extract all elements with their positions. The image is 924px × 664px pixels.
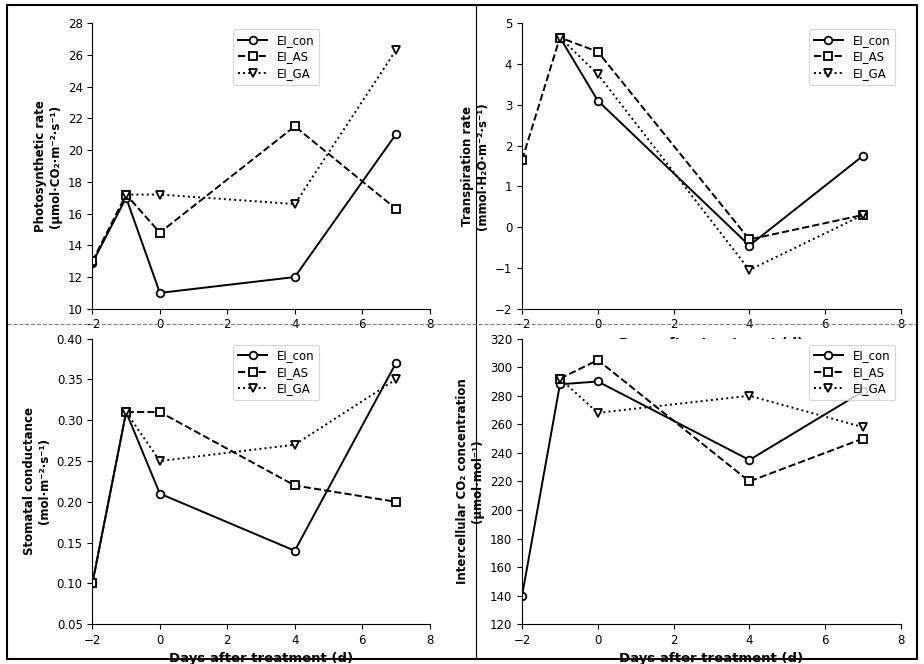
EI_AS [289, 122, 300, 130]
EI_con [289, 546, 300, 554]
EI_con [592, 97, 603, 105]
X-axis label: Days after treatment (d): Days after treatment (d) [619, 337, 804, 350]
Line: EI_AS: EI_AS [518, 34, 867, 243]
Legend: EI_con, EI_AS, EI_GA: EI_con, EI_AS, EI_GA [809, 29, 895, 85]
EI_AS [592, 48, 603, 56]
EI_AS [554, 374, 565, 382]
Line: EI_con: EI_con [89, 359, 400, 587]
Line: EI_AS: EI_AS [89, 123, 400, 265]
EI_AS [517, 156, 528, 164]
EI_AS [154, 408, 165, 416]
EI_AS [120, 408, 132, 416]
Line: EI_con: EI_con [518, 378, 867, 600]
EI_GA [857, 423, 869, 431]
Legend: EI_con, EI_AS, EI_GA: EI_con, EI_AS, EI_GA [233, 345, 319, 400]
EI_GA [554, 33, 565, 41]
EI_GA [154, 457, 165, 465]
Line: EI_GA: EI_GA [122, 46, 400, 208]
Line: EI_GA: EI_GA [556, 34, 867, 274]
EI_con [120, 408, 132, 416]
EI_GA [592, 70, 603, 78]
EI_GA [744, 392, 755, 400]
EI_con [390, 359, 401, 367]
Line: EI_GA: EI_GA [556, 374, 867, 431]
EI_GA [554, 374, 565, 382]
EI_con [857, 388, 869, 396]
EI_GA [857, 211, 869, 219]
Line: EI_con: EI_con [89, 130, 400, 297]
EI_AS [87, 257, 98, 265]
EI_con [390, 130, 401, 138]
Line: EI_con: EI_con [556, 34, 867, 250]
EI_con [554, 33, 565, 41]
EI_GA [120, 191, 132, 199]
X-axis label: Days after treatment (d): Days after treatment (d) [169, 653, 353, 664]
EI_GA [744, 266, 755, 274]
EI_con [154, 489, 165, 497]
EI_con [592, 377, 603, 385]
Y-axis label: Intercellular CO₂ concentration
(μmol·mol⁻¹): Intercellular CO₂ concentration (μmol·mo… [456, 378, 484, 584]
Legend: EI_con, EI_AS, EI_GA: EI_con, EI_AS, EI_GA [233, 29, 319, 85]
Line: EI_GA: EI_GA [122, 376, 400, 465]
EI_AS [857, 434, 869, 442]
EI_con [289, 273, 300, 281]
Legend: EI_con, EI_AS, EI_GA: EI_con, EI_AS, EI_GA [809, 345, 895, 400]
EI_GA [289, 441, 300, 449]
EI_AS [744, 477, 755, 485]
Line: EI_AS: EI_AS [89, 408, 400, 587]
EI_con [857, 152, 869, 160]
X-axis label: Days after treatment (d): Days after treatment (d) [619, 653, 804, 664]
EI_GA [390, 46, 401, 54]
EI_AS [154, 228, 165, 236]
EI_AS [857, 211, 869, 219]
EI_GA [289, 200, 300, 208]
EI_AS [289, 481, 300, 489]
EI_con [554, 380, 565, 388]
Y-axis label: Photosynthetic rate
(μmol·CO₂·m⁻²·s⁻¹): Photosynthetic rate (μmol·CO₂·m⁻²·s⁻¹) [34, 100, 62, 232]
EI_con [744, 456, 755, 464]
EI_GA [592, 409, 603, 417]
EI_AS [87, 580, 98, 588]
EI_AS [120, 191, 132, 199]
EI_AS [744, 236, 755, 244]
EI_con [517, 592, 528, 600]
EI_GA [390, 375, 401, 383]
EI_GA [154, 191, 165, 199]
EI_AS [390, 205, 401, 212]
EI_con [120, 194, 132, 202]
EI_con [87, 580, 98, 588]
Y-axis label: Transpiration rate
(mmol·H₂O·m⁻²·s⁻¹): Transpiration rate (mmol·H₂O·m⁻²·s⁻¹) [461, 102, 490, 230]
EI_GA [120, 408, 132, 416]
Line: EI_AS: EI_AS [556, 356, 867, 485]
EI_con [744, 242, 755, 250]
EI_AS [592, 356, 603, 364]
EI_AS [390, 498, 401, 506]
EI_con [87, 259, 98, 267]
EI_con [154, 289, 165, 297]
EI_AS [554, 33, 565, 41]
Y-axis label: Stomatal conductance
(mol·m⁻²·s⁻¹): Stomatal conductance (mol·m⁻²·s⁻¹) [23, 408, 51, 555]
